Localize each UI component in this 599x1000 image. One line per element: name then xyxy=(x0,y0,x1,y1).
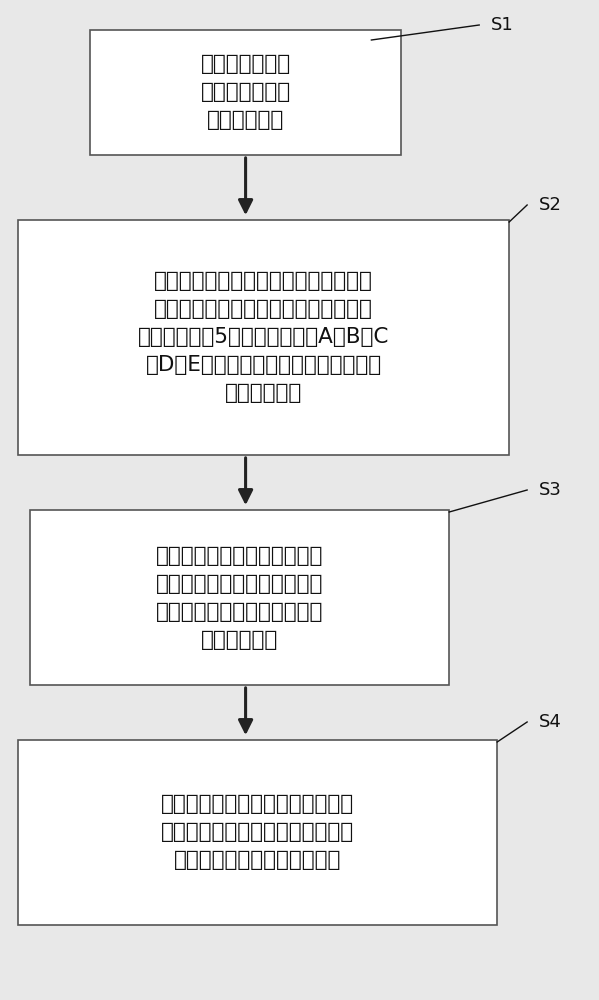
Bar xyxy=(90,30,401,155)
Text: S2: S2 xyxy=(539,196,562,214)
Text: 对匿名通信系统
进行建模，修改
路径选择算法: 对匿名通信系统 进行建模，修改 路径选择算法 xyxy=(201,54,291,130)
Text: S4: S4 xyxy=(539,713,562,731)
Text: 每个用户可以根据其对匿名度和性能的
要求，选择匿名度由高到低而性能由低
到高的不同的5个选项，分别为A、B、C
、D、E，每个用户同一时间只能选择一
个可调节选: 每个用户可以根据其对匿名度和性能的 要求，选择匿名度由高到低而性能由低 到高的不… xyxy=(138,271,389,403)
Text: S1: S1 xyxy=(491,16,514,34)
Bar xyxy=(18,220,509,455)
Bar xyxy=(18,740,497,925)
Bar xyxy=(30,510,449,685)
Text: S3: S3 xyxy=(539,481,562,499)
Text: 匿名通信系统根据用户选择的
不同可调节选项，在路径选择
算法中使用不同的路径长度，
构建匿名路径: 匿名通信系统根据用户选择的 不同可调节选项，在路径选择 算法中使用不同的路径长度… xyxy=(156,546,323,650)
Text: 在使用过程中，用户可以更改其可
调节选项，匿名通信系统则相应调
整其匿名通信路径的路径长度: 在使用过程中，用户可以更改其可 调节选项，匿名通信系统则相应调 整其匿名通信路径… xyxy=(161,794,354,870)
